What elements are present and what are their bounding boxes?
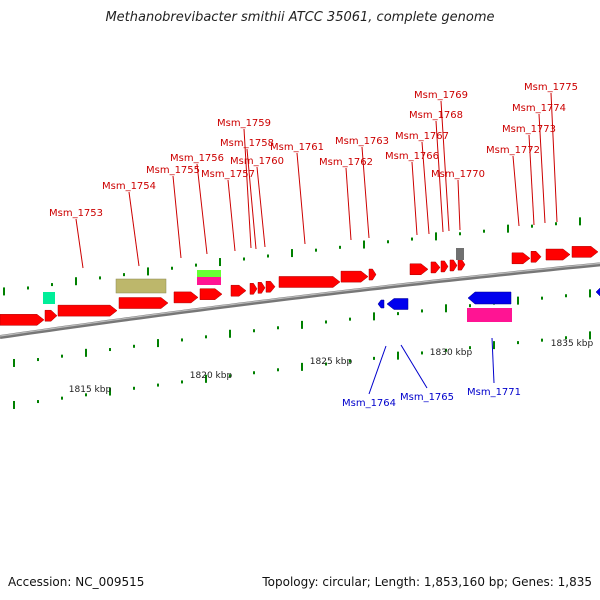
reverse-gene bbox=[595, 287, 600, 297]
reverse-gene-label-leader bbox=[368, 345, 387, 395]
genome-summary-text: Topology: circular; Length: 1,853,160 bp… bbox=[262, 575, 592, 589]
forward-gene bbox=[118, 297, 169, 309]
scale-label: 1820 kbp bbox=[190, 371, 233, 381]
forward-gene bbox=[57, 304, 118, 317]
forward-gene-label-leader bbox=[196, 163, 208, 255]
forward-gene bbox=[230, 284, 247, 297]
forward-gene-label-leader bbox=[435, 120, 444, 233]
forward-gene-label-leader bbox=[457, 179, 461, 231]
forward-gene-label-leader bbox=[550, 92, 558, 223]
forward-gene-label-leader bbox=[172, 175, 182, 259]
green-feature bbox=[197, 270, 221, 277]
reverse-gene-label: Msm_1764 bbox=[342, 398, 396, 409]
forward-gene bbox=[545, 248, 571, 261]
reverse-gene-label-leader bbox=[400, 344, 428, 389]
magenta-feature bbox=[197, 277, 221, 285]
gray-feature bbox=[456, 248, 464, 260]
reverse-gene bbox=[467, 291, 512, 305]
forward-gene-label: Msm_1757 bbox=[201, 169, 255, 180]
forward-gene-label: Msm_1772 bbox=[486, 145, 540, 156]
forward-gene-label-leader bbox=[227, 179, 236, 252]
forward-gene bbox=[440, 260, 449, 273]
reverse-gene bbox=[377, 299, 385, 309]
forward-gene bbox=[571, 246, 599, 258]
forward-gene-label: Msm_1767 bbox=[395, 131, 449, 142]
forward-gene bbox=[44, 309, 58, 322]
forward-gene-label: Msm_1770 bbox=[431, 169, 485, 180]
reverse-gene-label: Msm_1771 bbox=[467, 387, 521, 398]
forward-gene-label-leader bbox=[440, 100, 450, 232]
forward-gene-label: Msm_1768 bbox=[409, 110, 463, 121]
forward-gene bbox=[511, 252, 531, 265]
magenta-feature bbox=[467, 308, 512, 322]
forward-gene-label: Msm_1775 bbox=[524, 82, 578, 93]
forward-gene bbox=[265, 280, 276, 293]
forward-gene-label-leader bbox=[421, 141, 430, 235]
forward-gene-label-leader bbox=[75, 218, 84, 269]
forward-gene-label-leader bbox=[512, 155, 520, 227]
khaki-feature bbox=[115, 278, 167, 294]
forward-gene bbox=[0, 314, 45, 326]
forward-gene bbox=[173, 291, 199, 304]
forward-gene-label: Msm_1769 bbox=[414, 90, 468, 101]
forward-gene-label: Msm_1761 bbox=[270, 142, 324, 153]
reverse-gene-label-leader bbox=[491, 337, 495, 384]
backbone-line bbox=[0, 262, 600, 339]
forward-gene bbox=[449, 259, 458, 272]
forward-gene-label-leader bbox=[243, 128, 252, 249]
forward-gene-label-leader bbox=[256, 166, 266, 248]
forward-gene-label-leader bbox=[361, 146, 370, 239]
forward-gene bbox=[530, 251, 542, 263]
forward-gene bbox=[368, 268, 377, 281]
reverse-gene-label: Msm_1765 bbox=[400, 392, 454, 403]
forward-gene-label: Msm_1754 bbox=[102, 181, 156, 192]
forward-gene-label: Msm_1759 bbox=[217, 118, 271, 129]
forward-gene-label: Msm_1763 bbox=[335, 136, 389, 147]
forward-gene-label-leader bbox=[128, 191, 140, 267]
forward-gene bbox=[409, 263, 429, 276]
map-title: Methanobrevibacter smithii ATCC 35061, c… bbox=[105, 10, 495, 25]
forward-gene-label: Msm_1760 bbox=[230, 156, 284, 167]
forward-gene-label: Msm_1773 bbox=[502, 124, 556, 135]
forward-gene-label-leader bbox=[538, 113, 546, 224]
scale-label: 1830 kbp bbox=[430, 348, 473, 358]
forward-gene-label-leader bbox=[296, 152, 306, 245]
accession-text: Accession: NC_009515 bbox=[8, 575, 145, 589]
forward-gene-label-leader bbox=[246, 148, 257, 250]
forward-gene-label: Msm_1766 bbox=[385, 151, 439, 162]
forward-gene-label: Msm_1774 bbox=[512, 103, 566, 114]
forward-gene-label: Msm_1758 bbox=[220, 138, 274, 149]
scale-label: 1835 kbp bbox=[551, 339, 594, 349]
scale-label: 1825 kbp bbox=[310, 357, 353, 367]
backbone-highlight bbox=[0, 262, 600, 337]
forward-gene bbox=[430, 261, 441, 274]
forward-gene-label: Msm_1762 bbox=[319, 157, 373, 168]
forward-gene-label-leader bbox=[345, 167, 352, 241]
forward-gene-label: Msm_1753 bbox=[49, 208, 103, 219]
forward-gene bbox=[199, 288, 223, 300]
forward-gene-label: Msm_1755 bbox=[146, 165, 200, 176]
forward-gene bbox=[340, 270, 369, 283]
forward-gene-label: Msm_1756 bbox=[170, 153, 224, 164]
reverse-gene bbox=[386, 298, 409, 310]
scale-label: 1815 kbp bbox=[69, 385, 112, 395]
cyan-feature bbox=[43, 292, 55, 304]
forward-gene bbox=[257, 282, 266, 294]
forward-gene-label-leader bbox=[528, 134, 535, 226]
forward-gene bbox=[457, 258, 466, 271]
forward-gene bbox=[249, 283, 258, 295]
forward-gene bbox=[278, 276, 341, 288]
forward-gene-label-leader bbox=[411, 161, 418, 236]
